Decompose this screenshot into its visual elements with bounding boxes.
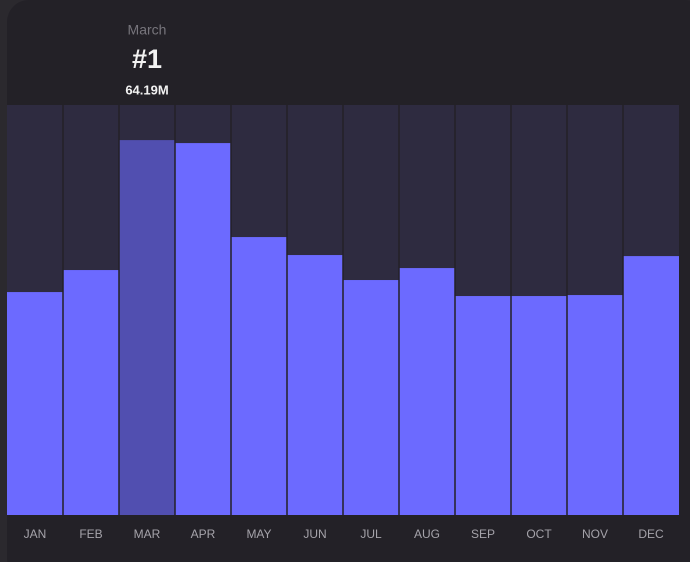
x-tick-label: AUG	[414, 527, 440, 541]
x-tick-label: NOV	[582, 527, 608, 541]
x-tick-label: JUL	[360, 527, 382, 541]
annotation-rank: #1	[132, 44, 162, 74]
bar	[7, 292, 63, 515]
bar	[399, 268, 455, 515]
bar	[287, 255, 343, 515]
x-tick-label: APR	[191, 527, 216, 541]
value-label: 64.19M	[125, 82, 168, 97]
bar	[455, 296, 511, 515]
x-tick-label: JUN	[303, 527, 326, 541]
x-tick-label: SEP	[471, 527, 495, 541]
bar	[567, 295, 623, 515]
x-tick-label: JAN	[24, 527, 47, 541]
bar	[231, 237, 287, 515]
annotation-label: March	[128, 22, 167, 38]
bar	[511, 296, 567, 515]
bar	[343, 280, 399, 515]
x-tick-label: MAR	[134, 527, 161, 541]
bar	[623, 256, 679, 515]
x-tick-label: OCT	[526, 527, 552, 541]
x-tick-label: FEB	[79, 527, 102, 541]
x-tick-label: DEC	[638, 527, 664, 541]
bar	[63, 270, 119, 515]
bar	[175, 143, 231, 515]
bar	[119, 140, 175, 515]
x-tick-label: MAY	[246, 527, 271, 541]
